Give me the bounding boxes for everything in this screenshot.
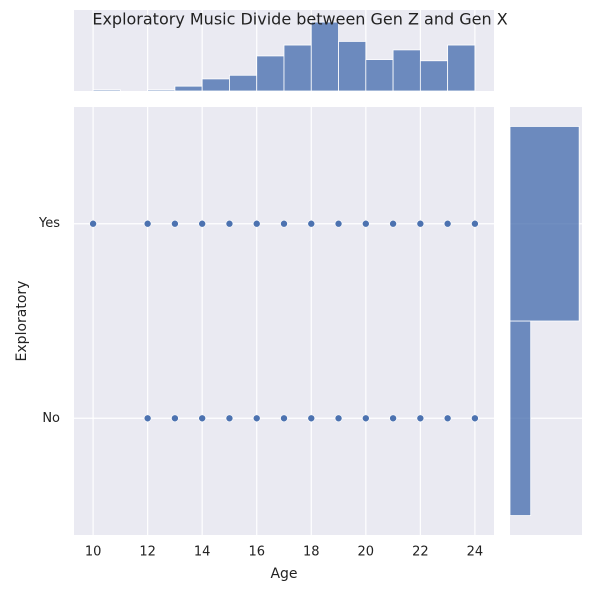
x-tick-label: 18 [303, 545, 320, 560]
histogram-bar [447, 44, 476, 92]
chart-title: Exploratory Music Divide between Gen Z a… [92, 10, 507, 29]
y-tick-label: Yes [38, 216, 60, 231]
scatter-point [307, 414, 316, 423]
scatter-point [171, 414, 179, 423]
scatter-point [143, 414, 152, 423]
scatter-point [362, 414, 370, 423]
scatter-point [252, 219, 261, 228]
histogram-bar [256, 55, 285, 92]
histogram-bar [338, 41, 367, 92]
x-tick-label: 14 [194, 545, 211, 560]
x-tick-label: 20 [358, 545, 375, 560]
histogram-bar [509, 320, 532, 516]
scatter-point [225, 219, 234, 228]
scatter-point [334, 414, 343, 423]
x-tick-label: 16 [248, 545, 265, 560]
scatter-point [389, 219, 397, 228]
histogram-bar [147, 89, 176, 92]
histogram-bar [392, 49, 421, 92]
main-plot-area [74, 107, 494, 535]
histogram-bar [419, 60, 449, 92]
scatter-point [252, 414, 261, 423]
scatter-point [362, 219, 370, 228]
y-tick-label: No [42, 411, 60, 426]
scatter-point [198, 414, 206, 423]
scatter-point [416, 219, 425, 228]
x-tick-label: 12 [139, 545, 156, 560]
scatter-point [280, 219, 288, 228]
histogram-bar [365, 59, 394, 92]
scatter-point [89, 219, 97, 228]
x-tick-label: 22 [412, 545, 429, 560]
scatter-point [198, 219, 206, 228]
histogram-bar [174, 85, 203, 92]
scatter-point [416, 414, 425, 423]
histogram-bar [92, 89, 121, 92]
scatter-point [443, 219, 452, 228]
scatter-point [225, 414, 234, 423]
y-axis-label: Exploratory [14, 281, 30, 362]
x-tick-label: 24 [467, 545, 484, 560]
histogram-bar [229, 74, 258, 92]
scatter-point [334, 219, 343, 228]
scatter-point [280, 414, 288, 423]
histogram-bar [310, 21, 339, 92]
scatter-point [143, 219, 152, 228]
scatter-point [471, 414, 479, 423]
x-tick-label: 10 [85, 545, 102, 560]
histogram-bar [509, 126, 580, 322]
histogram-bar [283, 44, 312, 92]
marks [89, 21, 580, 516]
scatter-point [171, 219, 179, 228]
x-axis-label: Age [270, 566, 297, 582]
scatter-point [389, 414, 397, 423]
scatter-point [443, 414, 452, 423]
scatter-point [471, 219, 479, 228]
scatter-point [307, 219, 316, 228]
histogram-bar [201, 78, 230, 92]
